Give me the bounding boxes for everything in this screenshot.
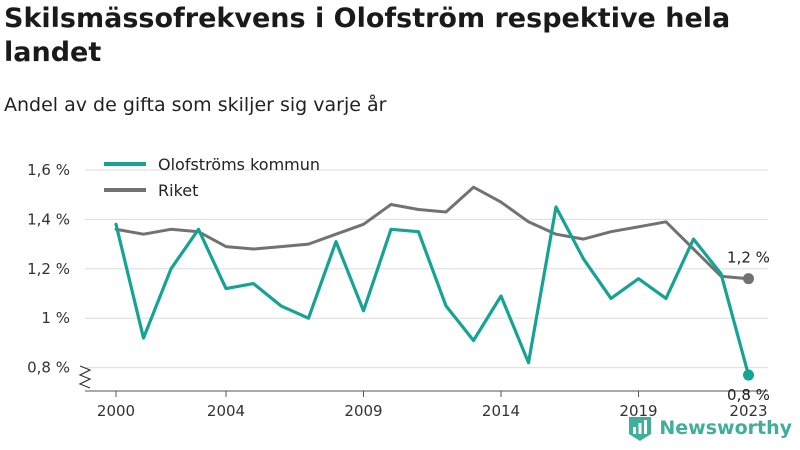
x-tick-label: 2004	[207, 402, 245, 420]
brand-name: Newsworthy	[659, 417, 792, 439]
y-tick-label: 1 %	[41, 309, 70, 327]
y-tick-label: 1,2 %	[27, 260, 70, 278]
legend-label: Riket	[158, 181, 198, 200]
x-tick-label: 2000	[97, 402, 135, 420]
legend-label: Olofströms kommun	[158, 155, 320, 174]
series-line-olofstrom	[114, 205, 751, 377]
x-tick-label: 2023	[729, 402, 767, 420]
axis-break-icon	[78, 365, 92, 389]
x-tick-label: 2014	[482, 402, 520, 420]
chart-title: Skilsmässofrekvens i Olofström respektiv…	[4, 3, 731, 68]
series-line-riket	[114, 185, 750, 281]
brand-logo: Newsworthy	[626, 414, 792, 442]
series-end-point-riket	[743, 273, 754, 285]
end-label-riket: 1,2 %	[727, 249, 770, 267]
x-tick-label: 2019	[619, 402, 657, 420]
y-tick-label: 1,6 %	[27, 161, 70, 179]
y-tick-label: 1,4 %	[27, 210, 70, 228]
chart-subtitle: Andel av de gifta som skiljer sig varje …	[4, 94, 387, 116]
x-tick-label: 2009	[344, 402, 382, 420]
y-tick-label: 0,8 %	[27, 359, 70, 377]
series-end-point-olofstrom	[743, 369, 754, 381]
bar-chart-logo-icon	[629, 417, 652, 441]
end-label-olofstrom: 0,8 %	[727, 386, 770, 404]
